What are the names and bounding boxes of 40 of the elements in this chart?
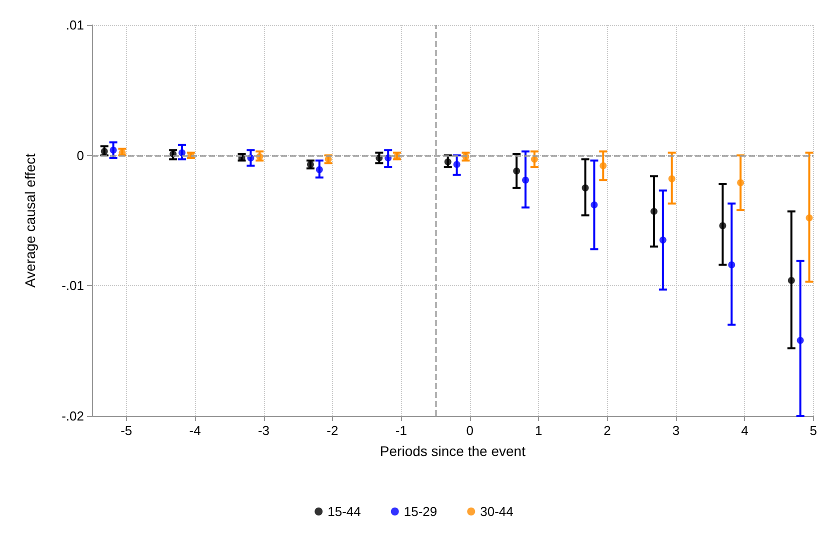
point (453, 160, 460, 168)
x-tick-label: -4 (189, 423, 201, 438)
x-tick-label: -3 (258, 423, 270, 438)
y-tick-label: .01 (66, 18, 84, 32)
point (590, 201, 598, 208)
y-axis-title: Average causal effect (22, 153, 38, 288)
x-tick-label: -1 (395, 423, 407, 438)
x-tick-label: 0 (466, 423, 474, 438)
x-tick-label: 3 (672, 423, 680, 438)
point (178, 149, 186, 156)
y-tick-label: 0 (76, 148, 84, 163)
legend-label: 30-44 (480, 504, 514, 519)
x-axis-title: Periods since the event (380, 443, 526, 459)
x-tick-label: -5 (120, 423, 132, 438)
point (788, 276, 795, 284)
point (719, 222, 726, 230)
point (513, 167, 520, 174)
point (316, 166, 323, 174)
point (582, 184, 589, 192)
x-tick-label: -2 (326, 423, 338, 438)
legend-label: 15-44 (328, 504, 361, 519)
x-tick-label: 1 (534, 423, 542, 438)
point (659, 236, 666, 244)
point (668, 175, 676, 182)
point (806, 214, 813, 222)
point (650, 208, 658, 215)
y-tick-label: -.02 (62, 408, 84, 424)
point (522, 176, 530, 184)
y-tick-label: -.01 (62, 278, 84, 294)
point (796, 336, 804, 344)
point (110, 146, 117, 154)
point (728, 261, 736, 268)
point (737, 179, 744, 186)
legend-label: 15-29 (404, 504, 438, 519)
point (100, 148, 108, 155)
x-tick-label: 2 (604, 423, 611, 438)
point (444, 158, 452, 166)
x-tick-label: 5 (810, 423, 817, 438)
x-tick-label: 4 (741, 423, 748, 438)
point (600, 162, 607, 170)
